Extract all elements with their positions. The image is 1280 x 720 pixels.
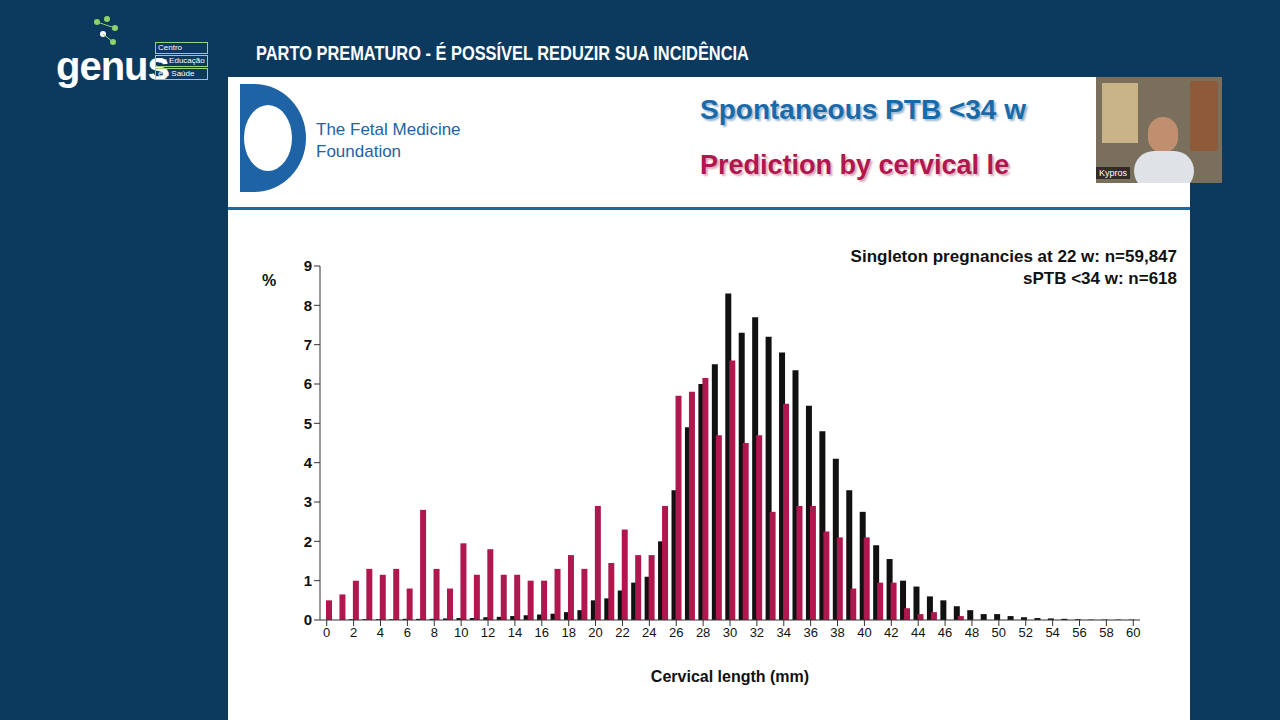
svg-text:44: 44 <box>911 625 925 640</box>
svg-text:46: 46 <box>938 625 952 640</box>
svg-text:30: 30 <box>723 625 737 640</box>
svg-text:58: 58 <box>1099 625 1113 640</box>
html-text:de Educação: de Educação <box>158 56 205 65</box>
html-text:Spontaneous PTB <34 w: Spontaneous PTB <34 w <box>700 94 1026 125</box>
svg-text:52: 52 <box>1019 625 1033 640</box>
svg-text:28: 28 <box>696 625 710 640</box>
svg-text:18: 18 <box>561 625 575 640</box>
html-text:sPTB <34 w: n=618: sPTB <34 w: n=618 <box>1023 269 1177 288</box>
html-text:Foundation: Foundation <box>316 142 402 161</box>
svg-text:60: 60 <box>1126 625 1140 640</box>
html-text:Prediction by cervical le: Prediction by cervical le <box>700 150 1010 180</box>
html-text:em Saúde: em Saúde <box>158 69 195 78</box>
svg-text:14: 14 <box>508 625 522 640</box>
svg-text:4: 4 <box>377 625 384 640</box>
svg-text:48: 48 <box>965 625 979 640</box>
svg-text:2: 2 <box>350 625 357 640</box>
svg-text:0: 0 <box>323 625 330 640</box>
svg-text:56: 56 <box>1072 625 1086 640</box>
svg-text:8: 8 <box>304 297 312 314</box>
svg-text:26: 26 <box>669 625 683 640</box>
svg-text:6: 6 <box>304 375 312 392</box>
svg-text:6: 6 <box>404 625 411 640</box>
svg-text:32: 32 <box>750 625 764 640</box>
html-text:Cervical length (mm): Cervical length (mm) <box>650 668 810 685</box>
svg-text:3: 3 <box>304 493 312 510</box>
svg-text:50: 50 <box>992 625 1006 640</box>
svg-text:20: 20 <box>588 625 602 640</box>
html-text:The Fetal Medicine: The Fetal Medicine <box>316 120 461 139</box>
svg-text:8: 8 <box>431 625 438 640</box>
svg-text:24: 24 <box>642 625 656 640</box>
svg-text:2: 2 <box>304 533 312 550</box>
svg-text:40: 40 <box>857 625 871 640</box>
svg-text:54: 54 <box>1045 625 1059 640</box>
svg-text:22: 22 <box>615 625 629 640</box>
svg-text:12: 12 <box>481 625 495 640</box>
svg-text:42: 42 <box>884 625 898 640</box>
svg-text:4: 4 <box>304 454 313 471</box>
svg-text:0: 0 <box>304 611 312 628</box>
svg-text:5: 5 <box>304 415 312 432</box>
html-text:PARTO PREMATURO - É POSSÍVEL R: PARTO PREMATURO - É POSSÍVEL REDUZIR SUA… <box>256 42 749 64</box>
svg-text:1: 1 <box>304 572 312 589</box>
svg-text:9: 9 <box>304 257 312 274</box>
svg-text:10: 10 <box>454 625 468 640</box>
svg-text:7: 7 <box>304 336 312 353</box>
html-text:Singleton pregnancies at 22 w:: Singleton pregnancies at 22 w: n=59,847 <box>850 247 1177 266</box>
svg-text:16: 16 <box>535 625 549 640</box>
svg-text:36: 36 <box>803 625 817 640</box>
html-text:Kypros: Kypros <box>1099 168 1127 178</box>
html-text:genus: genus <box>56 44 169 88</box>
svg-text:38: 38 <box>830 625 844 640</box>
html-text:Centro: Centro <box>158 43 182 52</box>
svg-text:34: 34 <box>777 625 791 640</box>
